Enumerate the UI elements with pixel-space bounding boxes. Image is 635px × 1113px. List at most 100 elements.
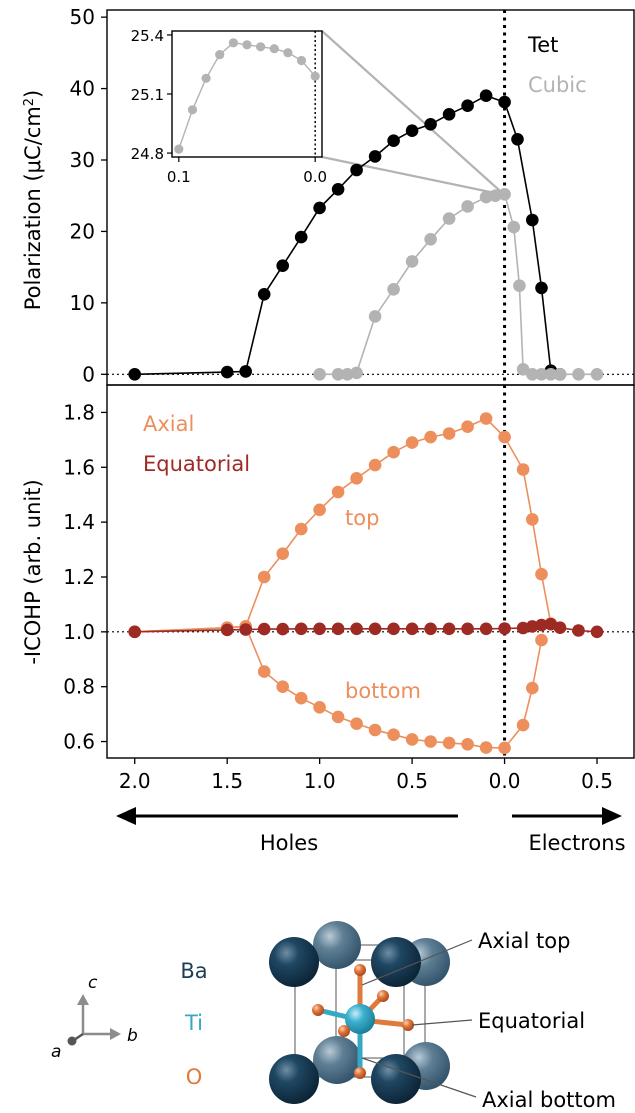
icohp-equatorial-point [294,622,308,636]
polarization-tet-point [461,99,474,112]
annotation-bottom: bottom [345,679,421,703]
inset-y-tick-label: 25.1 [131,86,164,104]
icohp-axial-bottom-point [405,733,419,746]
icohp-equatorial-point [405,622,419,636]
icohp-equatorial-point [276,622,290,636]
holes-label: Holes [260,831,318,855]
icohp-equatorial-point [313,622,326,636]
icohp-axial-bottom-point [535,633,548,647]
polarization-y-tick-label: 30 [70,148,95,172]
o-atom-equatorial [402,1019,414,1031]
icohp-x-tick-label: 0.5 [396,769,428,793]
icohp-equatorial-point [387,622,400,636]
polarization-cubic-point [387,283,400,296]
electrons-arrow-head [602,807,622,825]
polarization-tet-point [405,124,419,137]
callout-line-axial-top [361,939,473,986]
callout-line-axial-bottom [361,1057,477,1098]
electrons-label: Electrons [528,831,625,855]
inset-cubic-point [283,48,293,58]
icohp-axial-bottom-point [461,738,474,751]
callout-axial-top: Axial top [478,929,570,953]
polarization-y-ticks: 0 10 20 30 40 50 [70,5,107,386]
polarization-y-tick-label: 50 [70,5,95,29]
icohp-axial-top-point [257,570,271,584]
inset-cubic-point [187,105,198,115]
inset-cubic-point [174,144,184,154]
ti-atom [345,1004,375,1034]
polarization-cubic-point [590,368,604,381]
ba-atom-front [269,937,319,987]
polarization-y-tick-label: 10 [70,291,95,315]
inset-series [174,38,320,154]
legend-equatorial: Equatorial [143,452,250,476]
polarization-tet-point [424,118,437,131]
inset-y-tick-label: 24.8 [131,145,164,163]
ba-atom-back [313,921,361,969]
element-label-ti: Ti [184,1011,203,1035]
icohp-axial-bottom-point [498,741,511,755]
icohp-axial-top-point [294,522,308,536]
a-axis-arrow-head [67,1036,77,1046]
crystal-structure-figure: c b a Ba Ti O [51,921,616,1112]
icohp-axial-bottom-point [331,710,345,724]
polarization-cubic-point [507,220,521,234]
icohp-panel: 0.6 0.8 1.0 1.2 1.4 1.6 1.8 2.0 1.5 1.0 0.5 0.0 0.5… [21,384,635,855]
icohp-equatorial-point [590,625,604,639]
callout-axial-bottom: Axial bottom [482,1088,616,1112]
icohp-x-tick-label: 0.5 [581,769,613,793]
icohp-y-tick-label: 1.2 [63,565,95,589]
icohp-x-tick-label: 0.0 [489,769,521,793]
icohp-equatorial-point [424,622,437,636]
icohp-axial-top-point [526,513,539,526]
polarization-cubic-point [498,188,511,201]
icohp-y-axis-label: -ICOHP (arb. unit) [21,479,45,664]
polarization-cubic-point [461,200,474,213]
icohp-plot-frame [106,384,635,759]
polarization-tet-point [239,365,252,378]
polarization-y-tick-label: 0 [82,362,95,386]
polarization-panel: 0 10 20 30 40 50 Polarization (μC/cm2) Tet Cu… [21,5,635,386]
a-axis-label: a [51,1042,61,1062]
ba-atom-front [269,1054,319,1104]
polarization-tet-point [257,288,271,301]
polarization-tet-point [294,230,308,244]
o-atom-axial-bottom [354,1067,366,1079]
polarization-cubic-point [526,368,539,381]
icohp-equatorial-point [257,622,271,636]
icohp-axial-bottom-line [134,625,543,749]
icohp-axial-top-line [134,417,552,633]
polarization-cubic-point [313,368,326,381]
c-axis-label: c [88,973,98,993]
carrier-arrows: Holes Electrons [116,807,626,855]
icohp-equatorial-point [239,623,252,636]
polarization-tet-point [511,133,524,146]
icohp-x-tick-label: 1.5 [211,769,243,793]
polarization-tet-point [128,368,141,381]
inset-cubic-point [269,44,279,54]
polarization-cubic-point [368,310,382,323]
icohp-axial-top-point [479,412,493,425]
unit-cell [269,921,450,1104]
inset-cubic-point [256,42,266,52]
ba-atom-front [371,1054,421,1104]
polarization-tet-point [387,134,400,147]
zoom-connector-top [321,30,506,196]
polarization-cubic-line [319,193,597,376]
icohp-equatorial-point [128,625,141,639]
structure-callouts: Axial top Equatorial Axial bottom [361,929,616,1112]
polarization-tet-point [442,108,456,121]
inset-ticks: 24.8 25.1 25.4 0.1 0.0 [131,27,328,186]
element-label-o: O [186,1065,203,1089]
ba-atom-front [371,937,421,987]
b-axis-label: b [127,1026,138,1046]
polarization-cubic-point [516,363,530,376]
icohp-axial-top-point [368,458,382,472]
icohp-equatorial-point [350,622,363,636]
icohp-y-ticks: 0.6 0.8 1.0 1.2 1.4 1.6 1.8 [63,400,107,754]
polarization-cubic-point [442,212,456,225]
annotation-top: top [345,506,379,530]
icohp-axial-bottom-point [257,665,271,678]
polarization-series [128,89,604,381]
polarization-cubic-point [535,368,548,381]
